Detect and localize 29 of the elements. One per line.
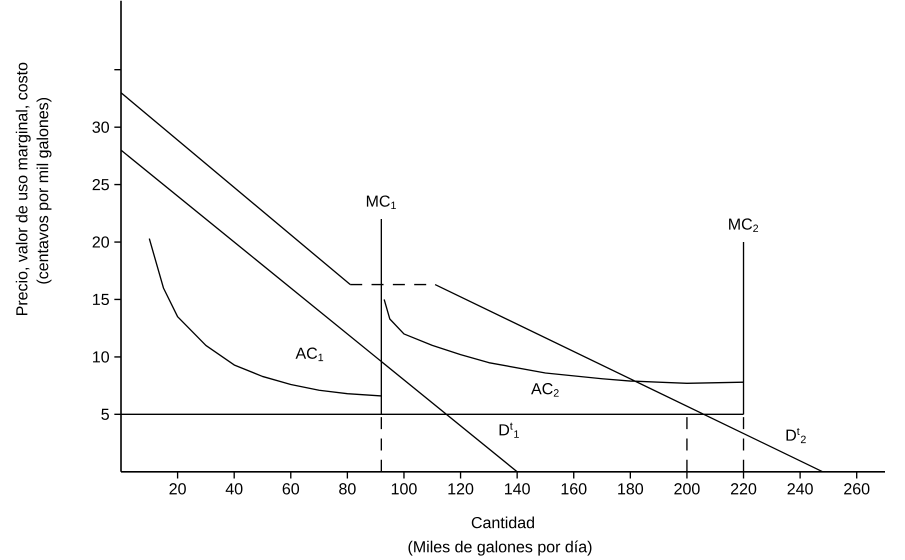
x-tick-label: 80 bbox=[339, 483, 356, 494]
y-axis-title: Precio, valor de uso marginal, costo bbox=[16, 62, 31, 316]
y-tick-label: 10 bbox=[93, 351, 110, 363]
series-label: D$^{t}$2 bbox=[786, 428, 806, 444]
y-tick-label: 5 bbox=[101, 408, 109, 420]
series-label: AC$_{1}$ bbox=[296, 348, 324, 362]
series-label: D$^{t}$1 bbox=[500, 422, 519, 438]
x-tick-label: 180 bbox=[618, 483, 644, 494]
x-tick-label: 100 bbox=[392, 483, 417, 494]
y-tick-label: 25 bbox=[92, 178, 109, 190]
text: (centavos por mil galones) bbox=[36, 98, 52, 284]
y-tick-label: 20 bbox=[92, 236, 110, 248]
series-label: MC$_{1}$ bbox=[366, 195, 396, 210]
x-tick-label: 20 bbox=[169, 483, 186, 494]
series-label: AC$_{2}$ bbox=[531, 383, 559, 397]
x-tick-label: 260 bbox=[844, 483, 870, 494]
y-tick-label: 15 bbox=[93, 294, 109, 306]
x-tick-label: 120 bbox=[448, 483, 474, 494]
series-label: MC$_{2}$ bbox=[729, 218, 758, 232]
x-tick-label: 40 bbox=[226, 483, 242, 494]
text: (Miles de galones por día) bbox=[408, 540, 592, 556]
x-tick-label: 220 bbox=[730, 483, 756, 494]
x-tick-label: 60 bbox=[282, 483, 300, 494]
x-tick-label: 200 bbox=[674, 483, 700, 494]
y-tick-label: 30 bbox=[92, 121, 110, 133]
x-tick-label: 240 bbox=[788, 483, 813, 494]
x-tick-label: 160 bbox=[562, 483, 586, 494]
x-axis-title: Cantidad bbox=[472, 516, 534, 528]
x-tick-label: 140 bbox=[505, 483, 530, 494]
